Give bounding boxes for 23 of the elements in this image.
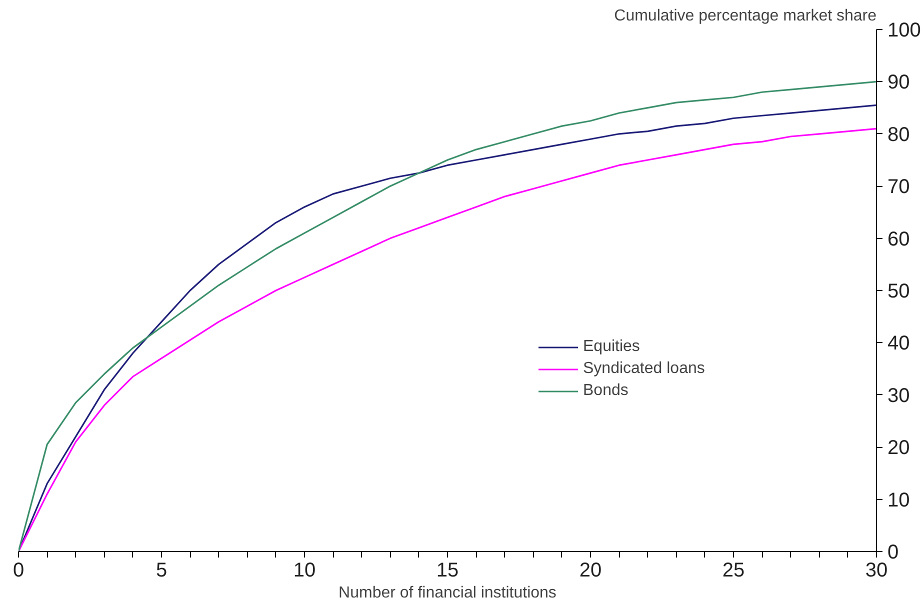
x-tick-label: 25 [722,560,745,582]
y-tick-label: 90 [888,72,910,94]
y-tick-label: 80 [888,124,910,146]
x-axis-title: Number of financial institutions [338,584,556,602]
x-tick-label: 10 [293,560,316,582]
x-tick-label: 30 [865,560,888,582]
x-tick-label: 20 [579,560,602,582]
y-tick-label: 30 [888,384,910,407]
legend-label: Syndicated loans [583,360,705,378]
legend-label: Bonds [583,382,628,400]
x-tick-label: 15 [436,560,459,582]
x-tick-label: 5 [156,560,168,582]
y-tick-label: 10 [888,489,910,512]
legend-label: Equities [583,338,640,356]
y-tick-label: 0 [888,542,899,564]
y-tick-label: 50 [888,280,910,302]
x-tick-label: 0 [12,560,24,582]
y-tick-label: 60 [888,228,910,250]
y-tick-label: 20 [888,437,910,460]
y-tick-label: 100 [888,20,921,42]
y-tick-label: 70 [888,176,910,198]
y-axis-title: Cumulative percentage market share [614,8,877,24]
y-tick-label: 40 [888,332,910,355]
